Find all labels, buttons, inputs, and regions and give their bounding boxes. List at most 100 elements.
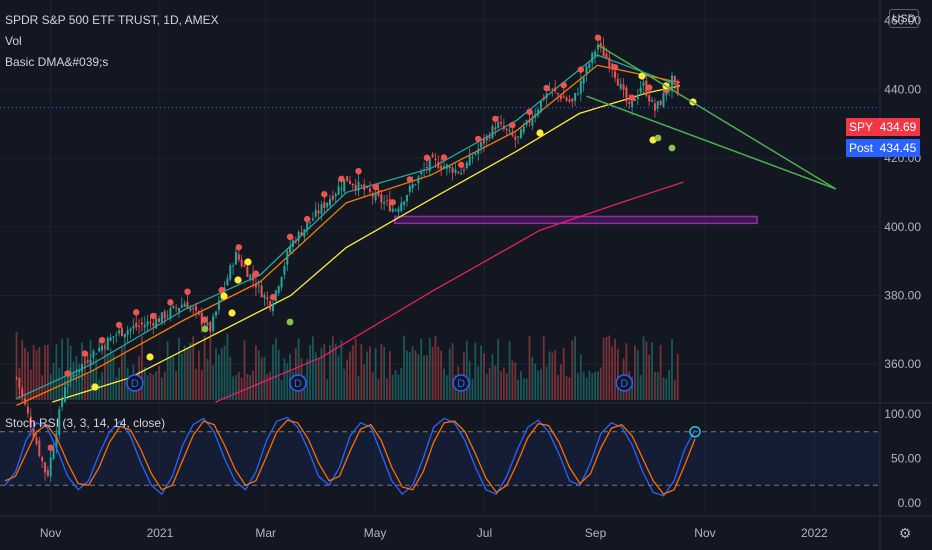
- signal-dot-red: [646, 84, 653, 91]
- volume-bar: [434, 336, 437, 400]
- candle-body: [78, 370, 81, 372]
- volume-bar: [289, 354, 292, 400]
- currency-button[interactable]: USD: [889, 9, 919, 28]
- volume-bar: [312, 336, 314, 400]
- volume-bar: [551, 352, 554, 400]
- candle-body: [32, 428, 35, 438]
- volume-bar: [223, 345, 226, 400]
- dividend-marker: [289, 374, 307, 392]
- indicator-label-dma[interactable]: Basic DMA&#039;s: [5, 55, 109, 69]
- candle-body: [55, 433, 58, 448]
- signal-dot-green: [668, 144, 676, 152]
- volume-bar: [437, 346, 440, 400]
- volume-bar: [363, 364, 366, 400]
- candle-body: [243, 265, 246, 267]
- volume-bar: [103, 342, 106, 400]
- volume-bar: [548, 351, 551, 400]
- candle-body: [508, 130, 511, 132]
- candle-body: [140, 322, 143, 325]
- stoch-rsi-label[interactable]: Stoch RSI (3, 3, 14, 14, close): [5, 416, 166, 430]
- volume-bar: [121, 346, 123, 400]
- y-tick-label: 380.00: [884, 288, 921, 302]
- candle-body: [41, 457, 44, 462]
- dividend-marker: [126, 374, 144, 392]
- candle-body: [443, 166, 446, 169]
- candle-body: [636, 95, 639, 100]
- y-tick-label: 360.00: [884, 357, 921, 371]
- candle-body: [160, 312, 163, 322]
- volume-bar: [46, 345, 49, 400]
- signal-dot-red: [64, 370, 72, 377]
- candle-body: [662, 93, 665, 107]
- volume-bar: [485, 373, 488, 400]
- candle-body: [539, 100, 542, 112]
- signal-dot-yellow: [220, 292, 228, 300]
- volume-bar: [488, 368, 491, 400]
- volume-bar: [497, 338, 500, 400]
- candle-body: [229, 265, 232, 280]
- volume-bar: [554, 350, 557, 400]
- volume-bar: [645, 341, 648, 400]
- volume-bar: [180, 353, 183, 400]
- volume-bar: [27, 351, 29, 400]
- candle-body: [189, 307, 192, 311]
- candle-body: [98, 347, 101, 352]
- volume-bar: [562, 347, 565, 400]
- candle-body: [665, 93, 668, 96]
- chart-title[interactable]: SPDR S&P 500 ETF TRUST, 1D, AMEX: [5, 13, 219, 27]
- volume-bar: [243, 340, 246, 400]
- volume-bar: [517, 379, 520, 400]
- candle-body: [343, 179, 346, 192]
- candle-body: [44, 462, 47, 473]
- volume-bar: [269, 371, 272, 400]
- candle-body: [482, 139, 485, 144]
- x-tick-label: Nov: [40, 526, 61, 540]
- candle-body: [511, 131, 514, 136]
- candle-body: [420, 171, 423, 175]
- signal-dot-yellow: [91, 383, 99, 391]
- volume-bar: [178, 337, 180, 400]
- indicator-label-vol[interactable]: Vol: [5, 34, 22, 48]
- volume-bar: [35, 350, 38, 400]
- candle-body: [69, 373, 72, 382]
- candle-body: [631, 100, 634, 108]
- volume-bar: [611, 346, 614, 400]
- rsi-tick-label: 100.00: [884, 407, 921, 421]
- candle-body: [314, 209, 317, 217]
- volume-bar: [55, 344, 58, 400]
- signal-dot-yellow: [244, 258, 252, 266]
- candle-body: [388, 199, 391, 212]
- candle-body: [306, 222, 309, 231]
- volume-bar: [72, 361, 75, 400]
- candle-body: [129, 328, 132, 331]
- candle-body: [414, 184, 417, 186]
- volume-bar: [374, 347, 377, 400]
- candle-body: [38, 440, 41, 456]
- volume-bar: [386, 378, 388, 400]
- candle-body: [217, 300, 220, 310]
- y-tick-label: 460.00: [884, 14, 921, 28]
- volume-bar: [406, 350, 408, 400]
- signal-dot-red: [560, 81, 567, 89]
- candle-body: [61, 399, 64, 408]
- candle-body: [557, 93, 560, 95]
- candle-body: [428, 157, 431, 171]
- candle-body: [135, 322, 138, 328]
- volume-bar: [648, 354, 651, 400]
- volume-bar: [514, 362, 517, 400]
- candle-body: [363, 184, 366, 190]
- candle-body: [35, 437, 38, 445]
- volume-bar: [654, 371, 656, 400]
- volume-bar: [534, 363, 537, 400]
- x-tick-label: May: [364, 526, 387, 540]
- candle-body: [49, 457, 52, 477]
- candle-body: [619, 83, 622, 89]
- volume-bar: [198, 350, 200, 400]
- candle-body: [374, 192, 377, 201]
- volume-bar: [61, 339, 64, 400]
- volume-bar: [411, 346, 414, 400]
- candle-body: [542, 97, 545, 101]
- volume-bar: [388, 351, 391, 400]
- volume-bar: [369, 346, 371, 400]
